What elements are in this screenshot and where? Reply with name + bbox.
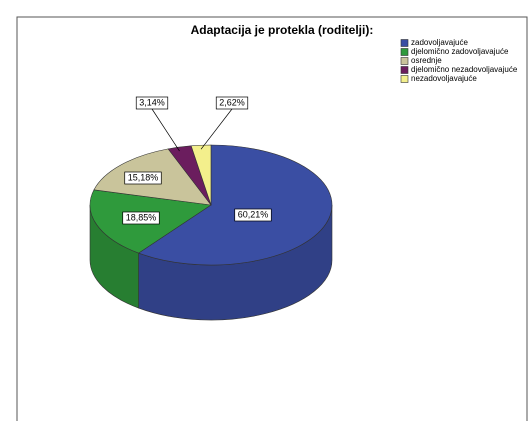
legend-swatch: [400, 75, 409, 83]
leader-line: [200, 108, 233, 150]
slice: [190, 144, 212, 206]
data-label-text: 3,14%: [139, 97, 165, 107]
data-label-box: [234, 208, 272, 222]
legend-swatch: [400, 48, 409, 56]
data-label-box: [215, 96, 249, 110]
data-label: 18,85%: [122, 211, 160, 225]
data-label: 15,18%: [124, 171, 162, 185]
legend-label: djelomično zadovoljavajuće: [411, 47, 509, 56]
data-label: 60,21%: [234, 208, 272, 222]
leader-line: [151, 108, 180, 152]
data-label-box: [135, 96, 169, 110]
legend-swatch: [400, 57, 409, 65]
legend-label: nezadovoljavajuće: [411, 74, 477, 83]
data-label-text: 2,62%: [219, 97, 245, 107]
chart-title: Adaptacija je protekla (roditelji):: [191, 23, 374, 37]
slice: [137, 144, 333, 266]
legend-label: zadovoljavajuće: [411, 38, 468, 47]
data-label: 3,14%: [135, 96, 169, 110]
data-label-text: 15,18%: [128, 172, 159, 182]
data-label-box: [124, 171, 162, 185]
legend-label: djelomično nezadovoljavajuće: [411, 65, 518, 74]
data-label-text: 60,21%: [238, 209, 269, 219]
data-label-text: 18,85%: [126, 212, 157, 222]
data-label: 2,62%: [215, 96, 249, 110]
legend-label: osrednje: [411, 56, 442, 65]
legend-swatch: [400, 39, 409, 47]
data-label-box: [122, 211, 160, 225]
legend-swatch: [400, 66, 409, 74]
